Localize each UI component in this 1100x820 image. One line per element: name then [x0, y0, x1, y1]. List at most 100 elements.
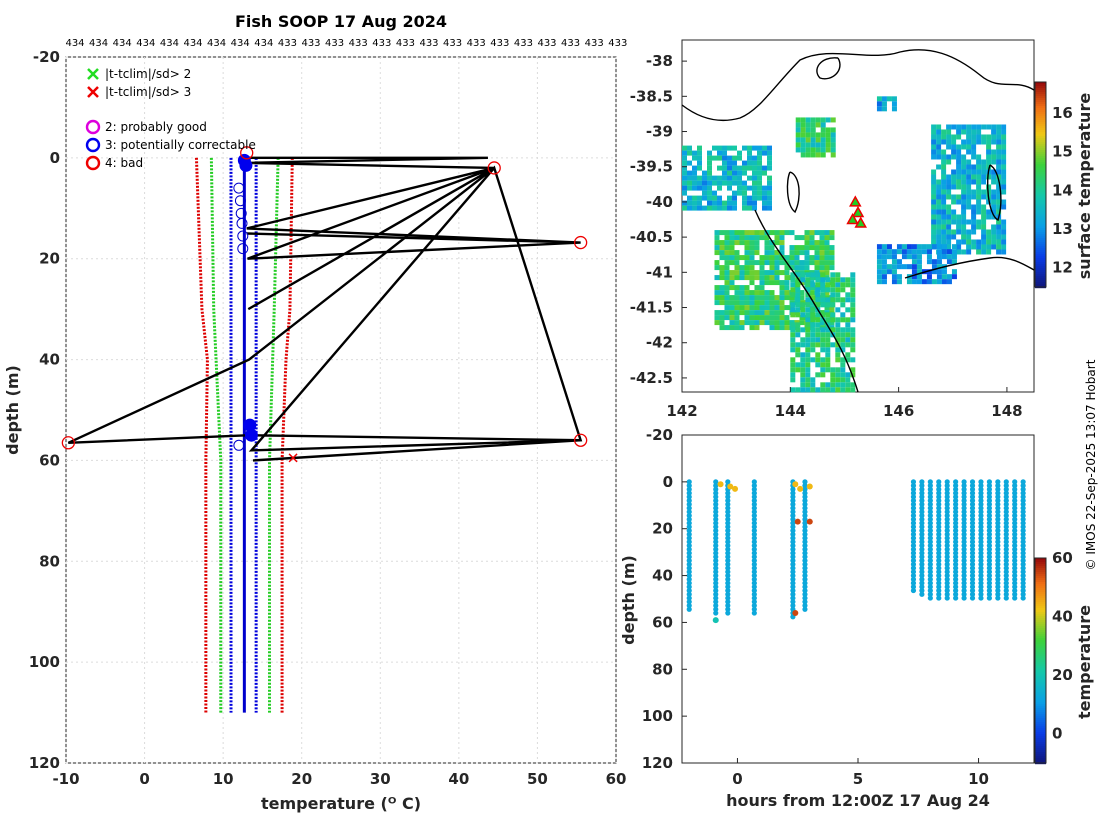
section-point [1003, 527, 1009, 534]
section-point [944, 486, 950, 492]
profile-markers [61, 146, 588, 463]
sst-cell [951, 249, 957, 255]
section-point [1020, 561, 1026, 567]
sst-cell [840, 287, 846, 293]
section-point [713, 494, 719, 500]
sst-cell [819, 240, 825, 246]
section-point [919, 576, 925, 582]
sst-cell [976, 219, 982, 225]
section-point [725, 580, 731, 586]
sst-cell [762, 145, 767, 151]
top-label: 433 [561, 38, 580, 49]
sst-cell [814, 245, 820, 251]
section-point [1012, 587, 1018, 594]
section-point [751, 486, 757, 492]
sst-cell [805, 337, 811, 343]
section-point [969, 498, 976, 504]
section-point [751, 509, 757, 515]
sst-cell [764, 255, 770, 261]
station-marker [849, 195, 862, 207]
sst-cell [784, 230, 790, 236]
sst-cell [835, 332, 841, 338]
section-point [802, 554, 808, 560]
sst-cell [805, 342, 811, 348]
section-point [686, 524, 692, 530]
colorbar-cell [1035, 144, 1046, 147]
sst-cell [820, 147, 826, 153]
coastline-flinders-island [986, 164, 1002, 222]
section-point [969, 539, 976, 545]
section-point [936, 516, 942, 522]
colorbar-cell [1035, 590, 1046, 593]
section-point [686, 599, 692, 605]
section-point [713, 595, 719, 601]
x-tick-label: 146 [883, 402, 914, 420]
sst-cell [767, 205, 772, 211]
section-point [978, 498, 984, 504]
sst-cell [936, 124, 942, 130]
sst-cell [845, 352, 851, 358]
colorbar-cell [1035, 598, 1046, 601]
section-point [1012, 580, 1018, 586]
section-point [686, 550, 692, 556]
sst-cell [717, 165, 722, 171]
sst-cell [815, 277, 821, 283]
sst-cell [966, 159, 972, 165]
sst-cell [981, 174, 987, 180]
section-point [986, 527, 992, 534]
sst-cell [774, 300, 780, 306]
sst-cell [764, 250, 770, 256]
section-point [802, 606, 808, 612]
section-point [1020, 580, 1026, 586]
sst-cell [886, 96, 892, 102]
section-point [969, 565, 976, 571]
section-point [686, 516, 692, 522]
sst-cell [991, 239, 997, 245]
section-point [751, 512, 757, 519]
section-point [944, 584, 950, 590]
cast-column [751, 479, 757, 616]
sst-cell [971, 134, 977, 140]
section-point [1020, 509, 1026, 515]
sst-cell [779, 310, 785, 316]
section-point [961, 509, 967, 515]
section-point [713, 554, 719, 560]
section-point [936, 505, 942, 511]
sst-cell [891, 106, 897, 112]
sst-cell [966, 239, 972, 245]
colorbar-cell [1035, 666, 1046, 669]
colorbar-cell [1035, 268, 1046, 271]
section-point [995, 550, 1001, 556]
colorbar-cell [1035, 752, 1046, 755]
y-tick-label: -40.5 [630, 228, 673, 246]
section-point [986, 587, 992, 594]
sst-cell [876, 274, 882, 280]
sst-cell [789, 260, 795, 266]
sst-cell [800, 382, 806, 388]
section-point [725, 490, 731, 496]
sst-cell [971, 129, 977, 135]
y-tick-label: 60 [39, 451, 60, 469]
sst-cell [946, 219, 952, 225]
colorbar-cell [1035, 126, 1046, 129]
sst-cell [829, 255, 835, 261]
top-label: 433 [396, 38, 415, 49]
sst-cell [759, 295, 765, 301]
cast-column [927, 479, 933, 601]
section-point [986, 584, 992, 590]
section-point [995, 498, 1001, 504]
sst-cell [737, 175, 742, 181]
sst-cell [986, 249, 992, 255]
sst-cell [1001, 249, 1007, 255]
sst-cell [719, 275, 725, 281]
section-point [927, 483, 933, 489]
section-point [986, 565, 992, 571]
sst-cell [996, 234, 1002, 240]
colorbar-cell [1035, 636, 1046, 639]
sst-cell [850, 327, 856, 333]
section-point [961, 565, 967, 571]
sst-cell [840, 372, 846, 378]
sst-cell [767, 200, 772, 206]
sst-cell [779, 300, 785, 306]
